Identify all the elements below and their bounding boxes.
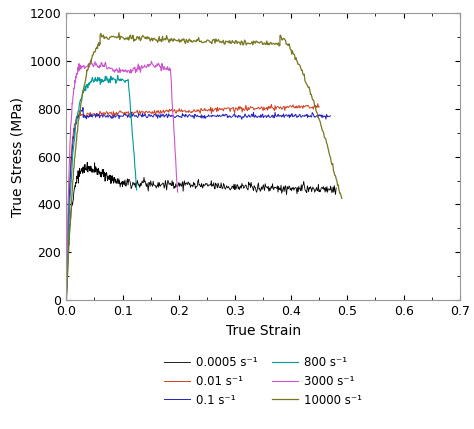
- 10000 s⁻¹: [271, 41, 277, 46]
- Line: 0.1 s⁻¹: 0.1 s⁻¹: [66, 108, 330, 300]
- 0.1 s⁻¹: [80, 105, 86, 110]
- Line: 0.01 s⁻¹: 0.01 s⁻¹: [66, 104, 319, 301]
- 0.1 s⁻¹: [308, 114, 314, 119]
- 0.0005 s⁻¹: [230, 186, 236, 191]
- 800 s⁻¹: [129, 123, 135, 128]
- 10000 s⁻¹: [292, 53, 297, 58]
- 800 s⁻¹: [96, 77, 101, 82]
- 3000 s⁻¹: [137, 70, 143, 75]
- 0.0005 s⁻¹: [73, 180, 79, 185]
- 10000 s⁻¹: [64, 298, 69, 303]
- 0.1 s⁻¹: [293, 112, 299, 117]
- Legend: 0.0005 s⁻¹, 0.01 s⁻¹, 0.1 s⁻¹, 800 s⁻¹, 3000 s⁻¹, 10000 s⁻¹: 0.0005 s⁻¹, 0.01 s⁻¹, 0.1 s⁻¹, 800 s⁻¹, …: [161, 352, 365, 410]
- 3000 s⁻¹: [88, 57, 94, 62]
- 10000 s⁻¹: [246, 41, 252, 46]
- 3000 s⁻¹: [64, 296, 69, 302]
- 0.0005 s⁻¹: [293, 186, 299, 191]
- 10000 s⁻¹: [116, 30, 122, 35]
- 0.1 s⁻¹: [143, 113, 149, 118]
- 800 s⁻¹: [64, 299, 69, 304]
- 0.01 s⁻¹: [317, 104, 322, 109]
- 0.1 s⁻¹: [328, 113, 333, 118]
- 0.01 s⁻¹: [242, 108, 247, 113]
- 0.01 s⁻¹: [64, 299, 69, 304]
- 0.0005 s⁻¹: [294, 191, 300, 196]
- 0.01 s⁻¹: [267, 104, 273, 109]
- 0.0005 s⁻¹: [64, 296, 69, 302]
- 0.0005 s⁻¹: [127, 179, 133, 184]
- 800 s⁻¹: [111, 76, 117, 82]
- 0.01 s⁻¹: [88, 111, 94, 116]
- X-axis label: True Strain: True Strain: [226, 324, 301, 338]
- 800 s⁻¹: [99, 80, 104, 85]
- 0.1 s⁻¹: [83, 116, 89, 121]
- 800 s⁻¹: [77, 101, 82, 106]
- 0.1 s⁻¹: [141, 113, 147, 118]
- 0.1 s⁻¹: [64, 298, 69, 303]
- Line: 10000 s⁻¹: 10000 s⁻¹: [66, 33, 342, 301]
- 0.01 s⁻¹: [148, 110, 154, 115]
- Line: 800 s⁻¹: 800 s⁻¹: [66, 75, 137, 301]
- 3000 s⁻¹: [78, 65, 83, 70]
- 10000 s⁻¹: [83, 75, 89, 80]
- 0.01 s⁻¹: [151, 110, 156, 115]
- 800 s⁻¹: [124, 78, 130, 83]
- 0.0005 s⁻¹: [151, 182, 156, 187]
- 3000 s⁻¹: [104, 66, 110, 71]
- Line: 0.0005 s⁻¹: 0.0005 s⁻¹: [66, 162, 336, 299]
- Line: 3000 s⁻¹: 3000 s⁻¹: [66, 60, 178, 299]
- 0.0005 s⁻¹: [333, 185, 339, 190]
- 3000 s⁻¹: [175, 190, 181, 195]
- 10000 s⁻¹: [259, 39, 264, 45]
- 800 s⁻¹: [134, 187, 139, 193]
- 3000 s⁻¹: [78, 63, 83, 68]
- 0.01 s⁻¹: [315, 101, 320, 106]
- Y-axis label: True Stress (MPa): True Stress (MPa): [10, 97, 24, 217]
- 10000 s⁻¹: [339, 196, 345, 201]
- 0.1 s⁻¹: [76, 113, 82, 118]
- 0.0005 s⁻¹: [84, 160, 90, 165]
- 0.01 s⁻¹: [281, 104, 286, 109]
- 10000 s⁻¹: [278, 33, 283, 38]
- 800 s⁻¹: [115, 73, 120, 78]
- 3000 s⁻¹: [74, 72, 80, 77]
- 3000 s⁻¹: [156, 63, 162, 68]
